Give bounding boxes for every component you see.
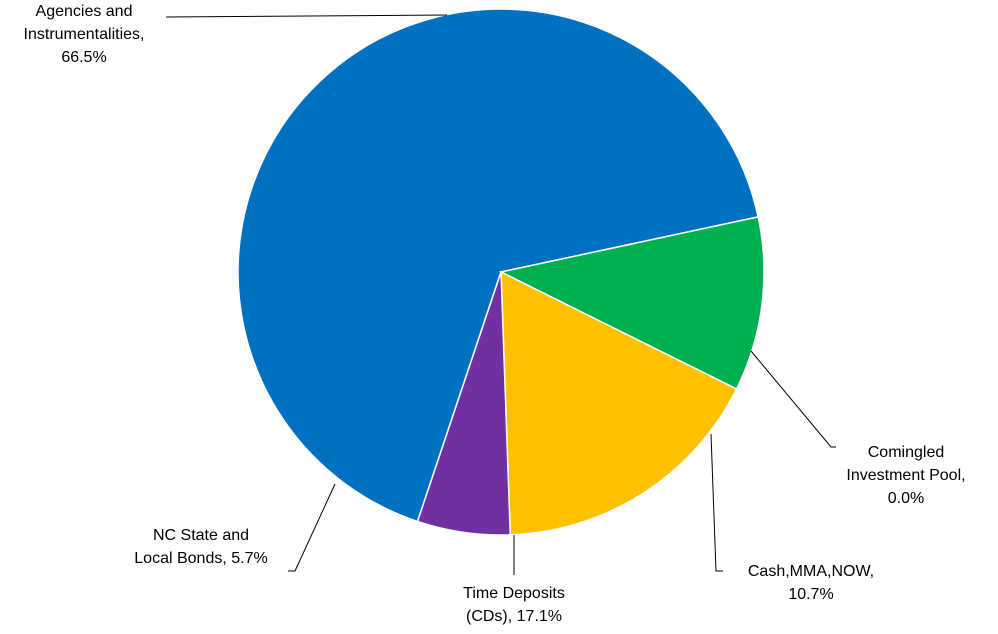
data-label-line: Local Bonds, 5.7% (134, 550, 267, 567)
leader-line-comingled-investment-pool (750, 350, 836, 448)
data-label-line: 10.7% (788, 586, 833, 603)
data-label-agencies-and-instrumentalities: Agencies and Instrumentalities, 66.5% (24, 3, 145, 66)
data-label-line: (CDs), 17.1% (466, 608, 562, 625)
leader-line-agencies-and-instrumentalities (165, 14, 448, 18)
data-label-line: Investment Pool, (846, 467, 965, 484)
data-label-line: 0.0% (888, 490, 924, 507)
data-label-line: Agencies and (36, 3, 133, 20)
data-label-nc-state-and-local-bonds: NC State and Local Bonds, 5.7% (134, 527, 267, 567)
data-label-comingled-investment-pool: Comingled Investment Pool, 0.0% (846, 444, 965, 507)
data-label-cash-mma-now: Cash,MMA,NOW, 10.7% (748, 563, 874, 603)
pie-slice-nc-state-and-local-bonds (416, 271, 512, 536)
leader-line-cash-mma-now (710, 433, 723, 572)
data-label-line: Cash,MMA,NOW, (748, 563, 874, 580)
data-label-line: Instrumentalities, (24, 26, 145, 43)
data-label-time-deposits-cds: Time Deposits (CDs), 17.1% (463, 585, 565, 625)
leader-line-nc-state-and-local-bonds (288, 483, 336, 572)
data-label-line: 66.5% (61, 49, 106, 66)
data-label-line: NC State and (153, 527, 249, 544)
pie-slice-cash-mma-now (498, 215, 765, 391)
pie-slice-agencies-and-instrumentalities (237, 8, 760, 523)
data-label-line: Time Deposits (463, 585, 565, 602)
pie-slice-time-deposits-cds (500, 270, 738, 536)
data-label-line: Comingled (868, 444, 944, 461)
